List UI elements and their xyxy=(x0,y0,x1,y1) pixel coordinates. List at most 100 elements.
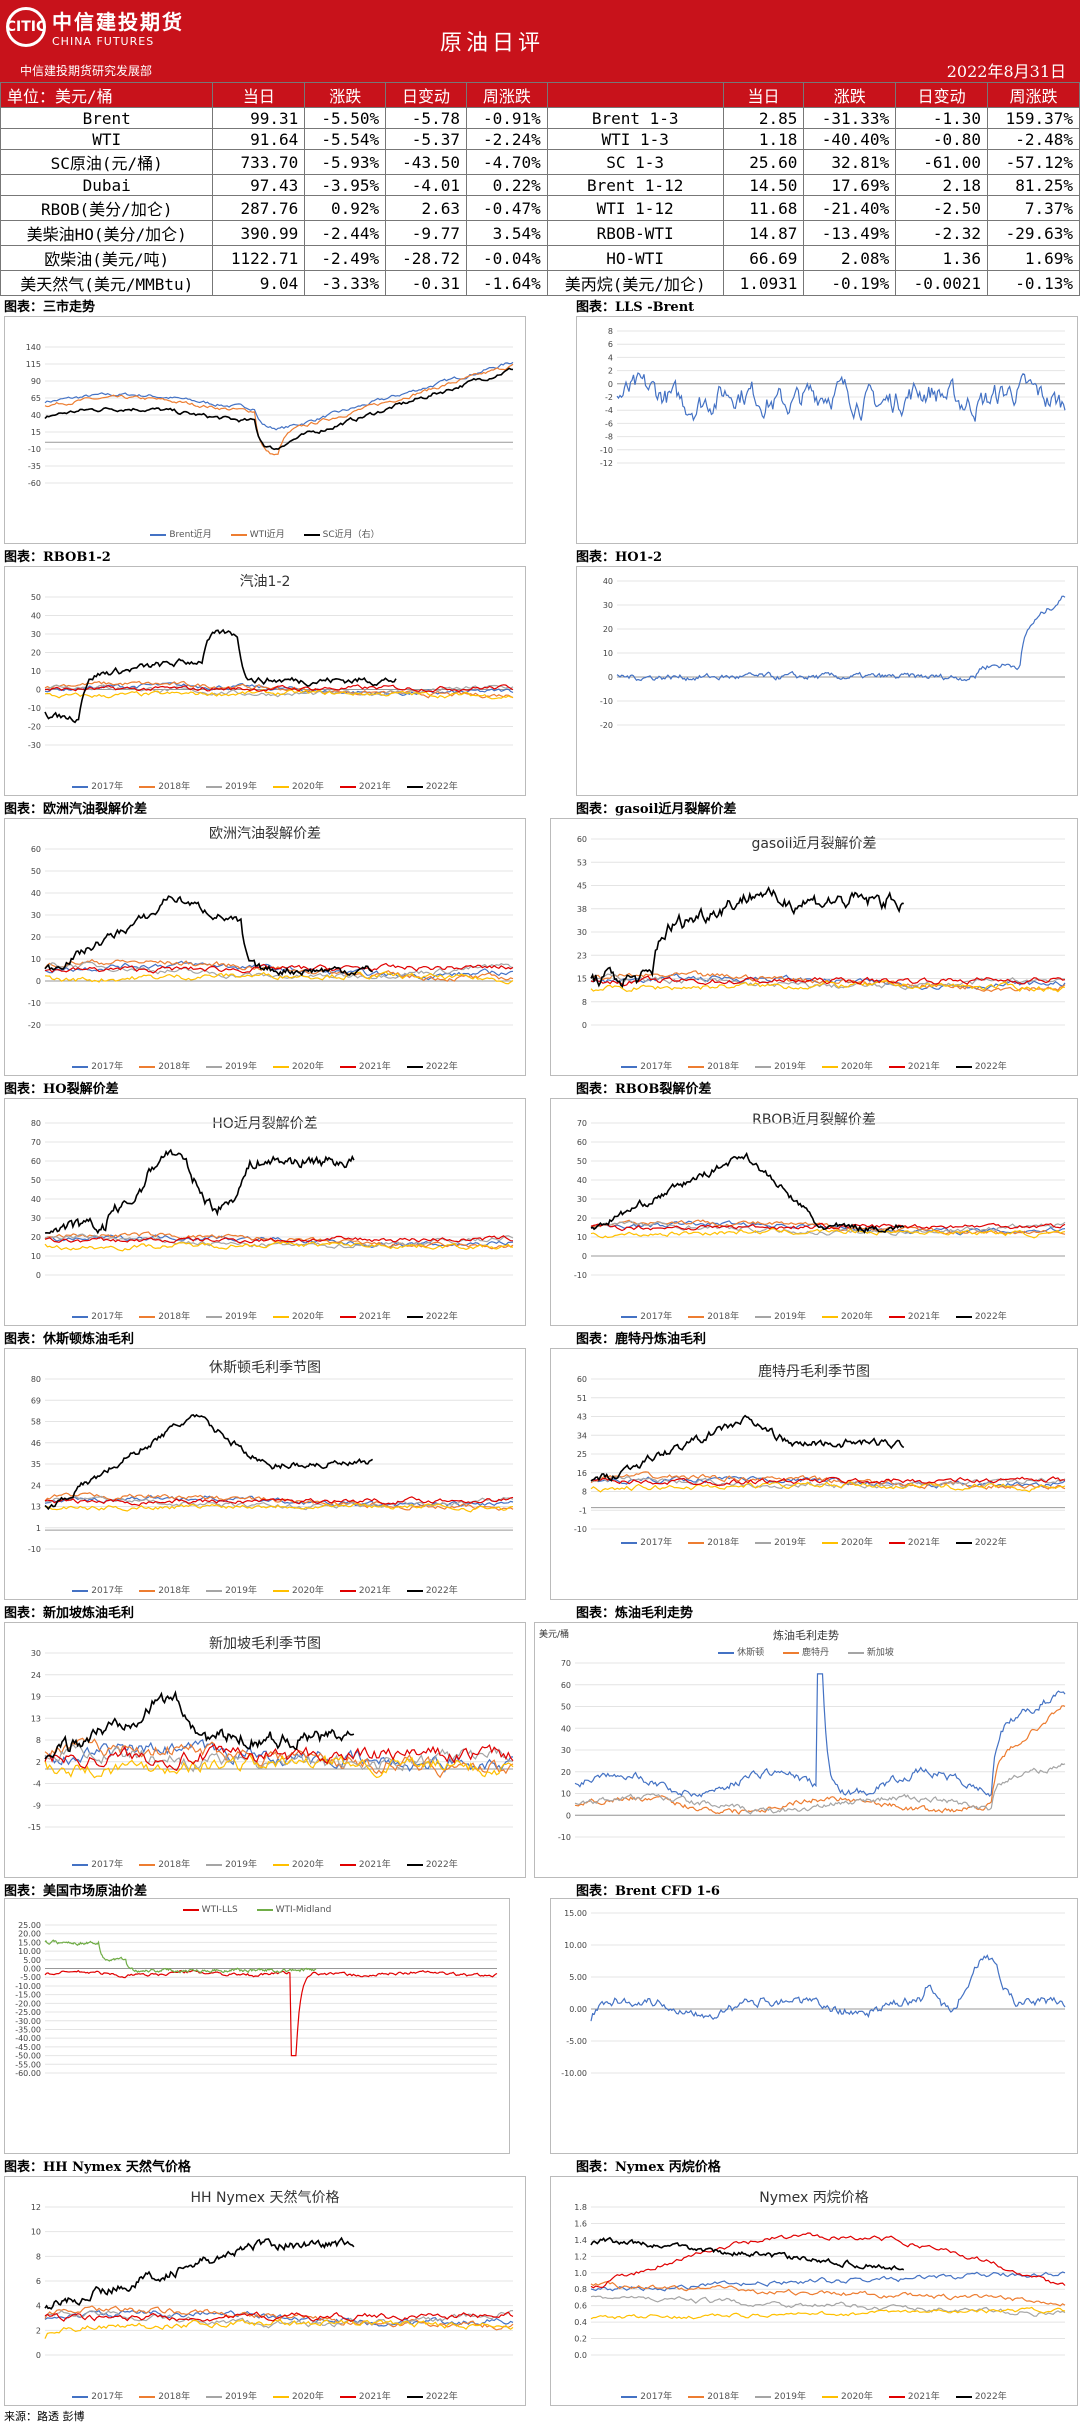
quote-cell: -0.91% xyxy=(465,107,548,129)
y-tick-label: 115 xyxy=(26,360,41,369)
y-tick-label: 1.2 xyxy=(574,2252,587,2261)
y-tick-label: -30 xyxy=(28,741,41,750)
y-tick-label: 30 xyxy=(561,1746,571,1755)
y-tick-label: 43 xyxy=(577,1413,587,1422)
series-line xyxy=(44,1736,514,1779)
quote-cell: 9.04 xyxy=(212,270,306,296)
y-tick-label: 140 xyxy=(26,343,41,352)
legend-year-item: 2021年 xyxy=(888,1062,940,1072)
series-line xyxy=(44,962,514,974)
legend-year-item: 2017年 xyxy=(72,1312,123,1322)
quote-cell: Brent 1-12 xyxy=(546,174,724,196)
legend-year-label: 2021年 xyxy=(358,1860,391,1870)
y-tick-label: 20 xyxy=(31,649,41,658)
quote-cell: -3.95% xyxy=(304,174,387,196)
legend-year-item: 2021年 xyxy=(339,1586,391,1596)
chart-ho-crack: HO近月裂解价差 0 10 20 30 40 50 60 70 80 2017年 2018年 201… xyxy=(4,1098,526,1326)
y-tick-label: 30 xyxy=(31,630,41,639)
quote-cell: Brent 1-3 xyxy=(546,107,724,129)
chart-ho12: -20 -10 0 10 20 30 40 xyxy=(576,566,1078,796)
y-tick-label: -4 xyxy=(605,406,613,415)
quote-cell: WTI xyxy=(0,128,214,150)
y-tick-label: 1.0 xyxy=(574,2269,587,2278)
quote-cell: 0.92% xyxy=(304,195,387,221)
legend-year-label: 2021年 xyxy=(907,1538,940,1548)
y-tick-label: 60 xyxy=(577,1375,587,1384)
quote-cell: 美丙烷(美元/加仑) xyxy=(546,270,724,296)
y-tick-label: 0.4 xyxy=(574,2318,587,2327)
quote-cell: 美柴油HO(美分/加仑) xyxy=(0,220,214,246)
series-line xyxy=(44,363,514,456)
legend-year-label: 2018年 xyxy=(707,1538,740,1548)
chart-gasoil: gasoil近月裂解价差 0 8 15 23 30 38 45 53 60 2017年 2018年… xyxy=(550,818,1078,1076)
legend-brent-label: Brent近月 xyxy=(169,530,212,540)
legend-year-label: 2022年 xyxy=(425,782,458,792)
header-weekly: 周涨跌 xyxy=(465,82,548,108)
y-tick-label: 0 xyxy=(582,1252,587,1261)
y-tick-label: 10 xyxy=(31,1252,41,1261)
y-tick-label: 70 xyxy=(577,1119,587,1128)
caption-rotterdam: 图表：鹿特丹炼油毛利 xyxy=(576,1332,707,1347)
quote-cell: -57.12% xyxy=(987,149,1080,175)
y-tick-label: 8 xyxy=(36,2252,41,2261)
y-tick-label: 15 xyxy=(577,975,587,984)
y-tick-label: 10 xyxy=(31,667,41,676)
chart-houston: 休斯顿毛利季节图 -10 1 13 24 35 46 58 69 80 2017年 2018年 20… xyxy=(4,1348,526,1600)
y-tick-label: 10 xyxy=(603,649,613,658)
legend-year-item: 2022年 xyxy=(955,1312,1007,1322)
y-tick-label: 1 xyxy=(36,1524,41,1533)
report-header: CITIC 中信建投期货 CHINA FUTURES 原油日评 中信建投期货研究… xyxy=(0,0,1080,82)
y-tick-label: 5.00 xyxy=(23,1956,41,1965)
quote-cell: SC 1-3 xyxy=(546,149,724,175)
legend-year-item: 2018年 xyxy=(688,2392,739,2402)
legend-year-item: 2018年 xyxy=(139,782,190,792)
series-line xyxy=(590,2236,905,2271)
quote-row: WTI 91.64 -5.54% -5.37 -2.24% WTI 1-3 1.18 -40.… xyxy=(0,128,1080,150)
y-tick-label: 20 xyxy=(561,1768,571,1777)
quote-cell: -5.54% xyxy=(304,128,387,150)
quote-cell: -29.63% xyxy=(987,220,1080,246)
series-line xyxy=(44,1413,374,1511)
legend-brent: Brent近月 xyxy=(150,530,212,540)
y-tick-label: -6 xyxy=(605,419,613,428)
y-tick-label: -35.00 xyxy=(15,2025,41,2034)
logo-english-name: CHINA FUTURES xyxy=(52,35,155,48)
legend-singapore: 新加坡 xyxy=(847,1648,894,1658)
y-tick-label: 24 xyxy=(31,1481,41,1490)
legend-year-label: 2020年 xyxy=(292,1062,324,1072)
y-tick-label: 8 xyxy=(608,327,613,336)
legend-year-label: 2021年 xyxy=(907,2392,940,2402)
legend-years: 2017年 2018年 2019年 2020年 2021年 2022年 xyxy=(5,1583,525,1596)
quote-cell: 390.99 xyxy=(212,220,306,246)
legend-year-label: 2020年 xyxy=(292,2392,324,2402)
legend-years: 2017年 2018年 2019年 2020年 2021年 2022年 xyxy=(551,1059,1077,1072)
y-tick-label: 38 xyxy=(577,905,587,914)
chart-margin-unit: 美元/桶 xyxy=(539,1630,570,1640)
legend-year-label: 2017年 xyxy=(640,2392,673,2402)
y-tick-label: 4 xyxy=(36,2302,41,2311)
y-tick-label: -40.00 xyxy=(15,2034,41,2043)
series-line xyxy=(590,980,1066,993)
quote-cell: -61.00 xyxy=(895,149,989,175)
y-tick-label: 90 xyxy=(31,377,41,386)
quote-row: 美柴油HO(美分/加仑) 390.99 -2.44% -9.77 3.54% RBOB-W… xyxy=(0,220,1080,246)
y-tick-label: 25.00 xyxy=(18,1921,41,1930)
chart-singapore: 新加坡毛利季节图 -15 -9 -4 2 8 13 19 24 30 2017年 2018年 201… xyxy=(4,1622,526,1878)
quote-cell: -0.0021 xyxy=(895,270,989,296)
y-tick-label: 20 xyxy=(31,933,41,942)
caption-lls-brent: 图表：LLS -Brent xyxy=(576,300,695,315)
chart-propane: Nymex 丙烷价格 0.0 0.2 0.4 0.6 0.8 1.0 1.2 1.4 1.6 1.… xyxy=(550,2176,1078,2406)
quote-cell: -0.13% xyxy=(987,270,1080,296)
series-line xyxy=(44,1969,498,2057)
quote-cell: -2.44% xyxy=(304,220,387,246)
legend-year-item: 2021年 xyxy=(339,1860,391,1870)
legend-year-label: 2019年 xyxy=(225,782,257,792)
quote-cell: -28.72 xyxy=(385,245,467,271)
series-line xyxy=(44,958,514,982)
y-tick-label: -20 xyxy=(28,1021,41,1030)
y-tick-label: 0 xyxy=(36,1271,41,1280)
y-tick-label: -60 xyxy=(28,479,41,488)
y-tick-label: 15.00 xyxy=(18,1938,41,1947)
series-line xyxy=(44,2236,355,2310)
series-line xyxy=(44,1496,514,1507)
